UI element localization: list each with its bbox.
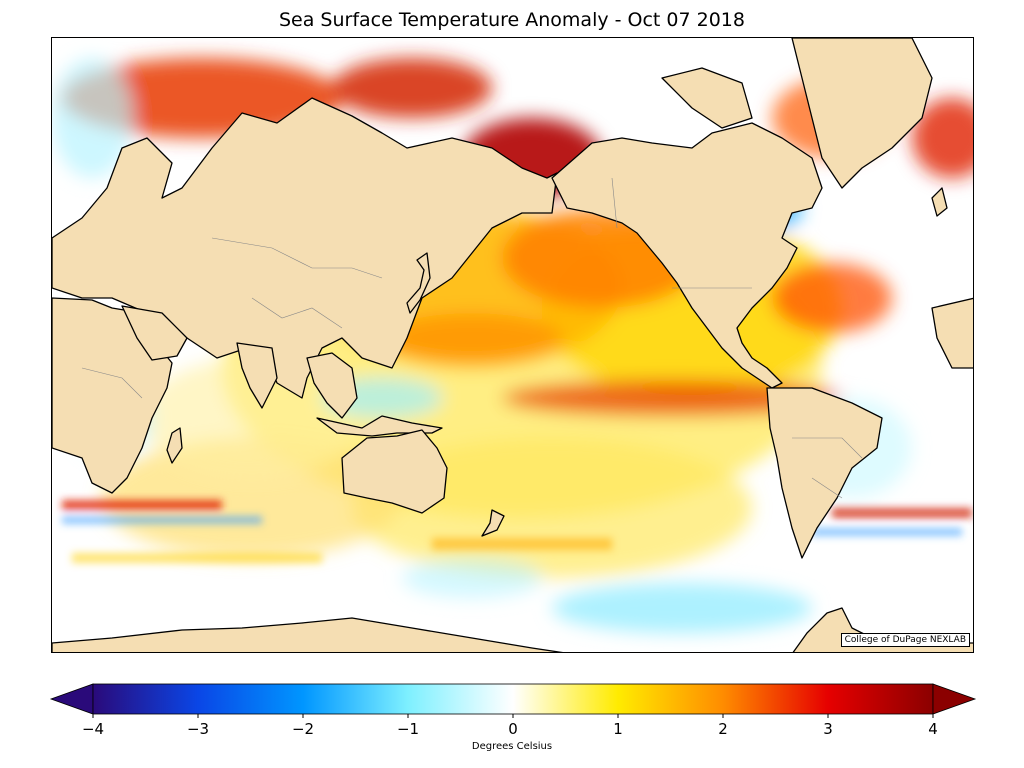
southeast-asia-landmass	[306, 352, 358, 419]
eurasia-landmass	[52, 97, 558, 399]
colorbar	[49, 683, 977, 718]
colorbar-tick-label: 0	[508, 720, 518, 738]
colorbar-tick-label: −3	[186, 720, 210, 738]
sst-anomaly-map: College of DuPage NEXLAB	[51, 37, 974, 653]
colorbar-tick-label: 3	[823, 720, 833, 738]
colorbar-right-arrow	[932, 683, 977, 715]
indonesia-islands	[316, 415, 443, 437]
europe-west-landmass	[931, 297, 973, 369]
colorbar-bar	[92, 683, 934, 715]
arctic-islands	[661, 67, 753, 129]
north-america-landmass	[551, 122, 823, 389]
map-title: Sea Surface Temperature Anomaly - Oct 07…	[279, 9, 745, 31]
africa-landmass	[52, 297, 173, 494]
antarctica-landmass	[52, 617, 564, 652]
colorbar-label: Degrees Celsius	[471, 741, 553, 752]
map-canvas	[52, 38, 973, 652]
colorbar-tick-label: −4	[81, 720, 105, 738]
uk-islands	[931, 187, 948, 217]
india-landmass	[236, 342, 278, 409]
colorbar-tick-label: 1	[613, 720, 623, 738]
arabia-landmass	[121, 305, 188, 361]
madagascar-island	[166, 427, 183, 464]
southern-ocean-streaks	[62, 500, 972, 563]
japan-islands	[406, 252, 431, 314]
land-masses	[52, 38, 973, 652]
colorbar-tick-label: 2	[718, 720, 728, 738]
colorbar-left-arrow	[49, 683, 94, 715]
australia-landmass	[341, 429, 448, 514]
new-zealand-islands	[481, 509, 505, 537]
south-america-landmass	[766, 387, 883, 559]
colorbar-tick-label: 4	[928, 720, 938, 738]
colorbar-tick-label: −2	[291, 720, 315, 738]
colorbar-tickmarks	[92, 714, 934, 718]
country-borders	[81, 177, 863, 499]
greenland-landmass	[791, 38, 933, 189]
colorbar-tick-label: −1	[396, 720, 420, 738]
credit-label: College of DuPage NEXLAB	[840, 633, 970, 647]
